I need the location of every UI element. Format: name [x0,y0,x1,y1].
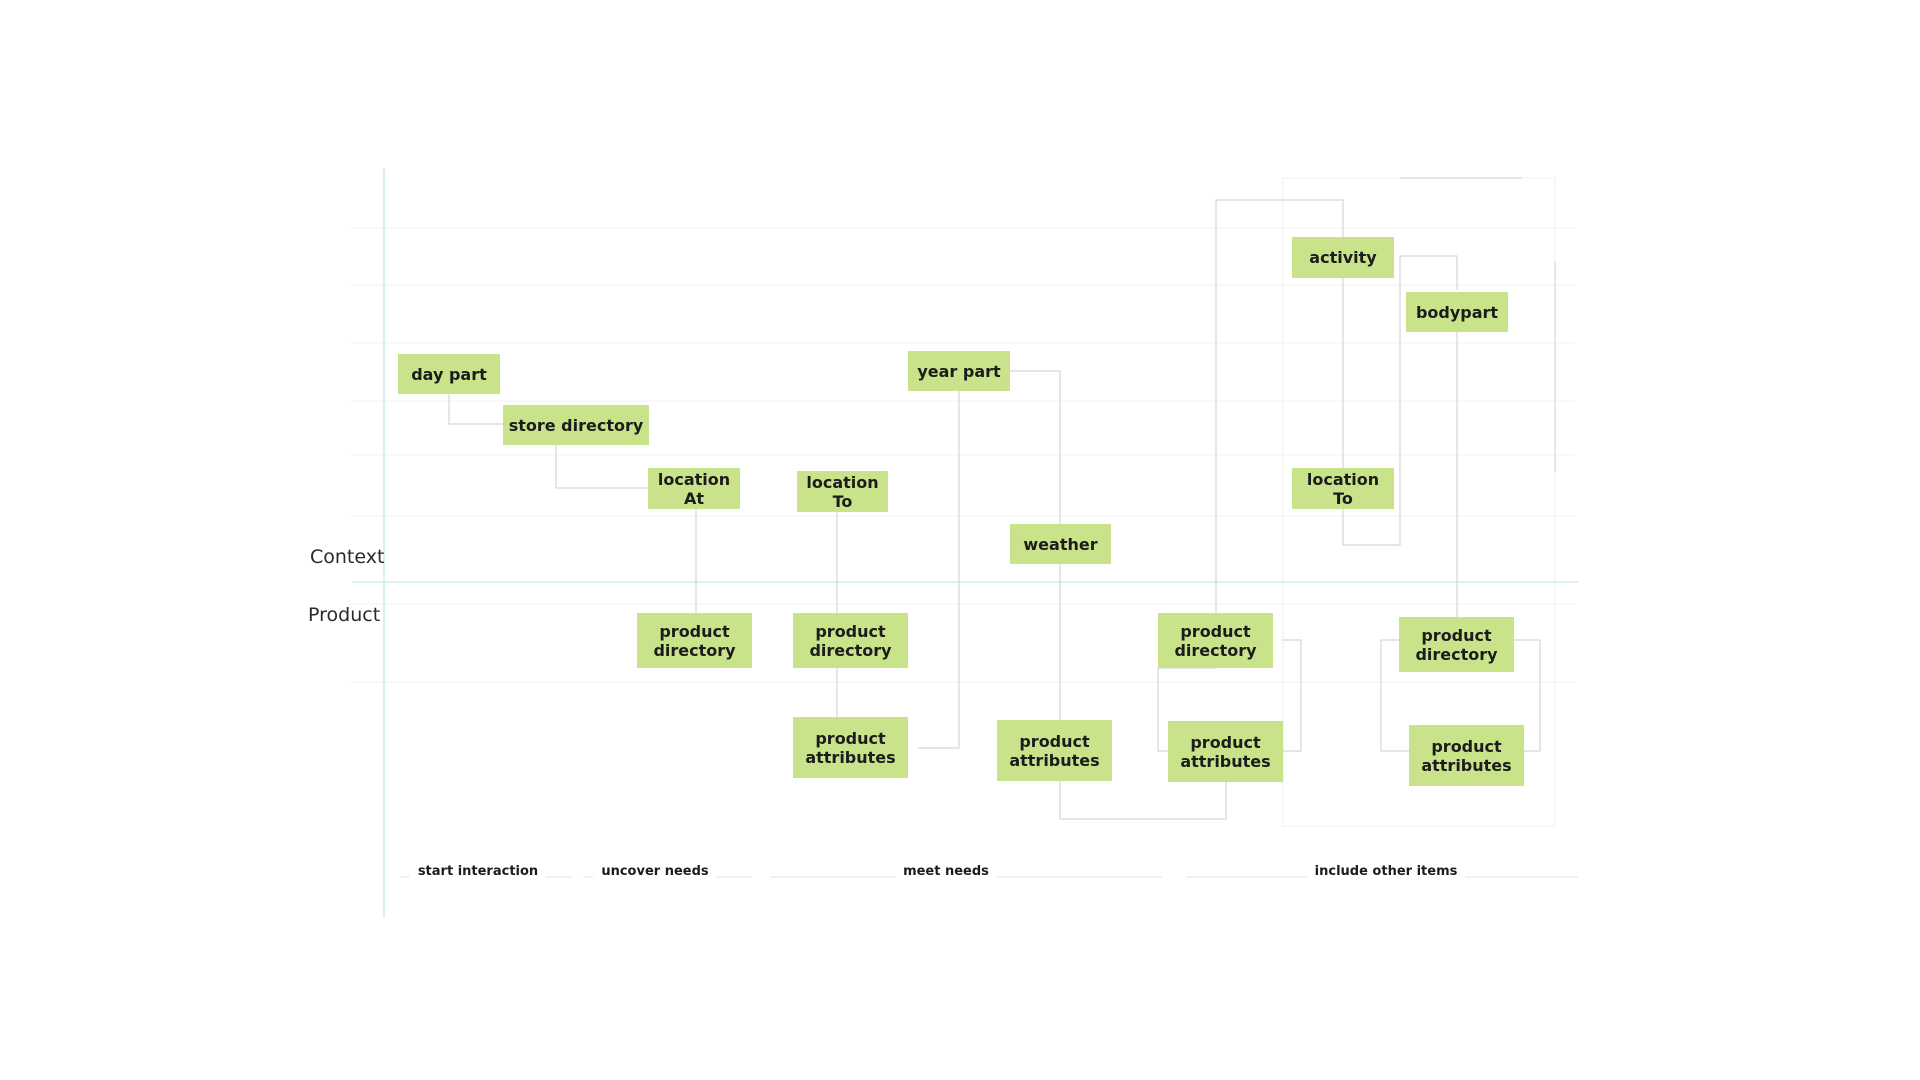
phase-start-interaction: start interaction [409,864,547,879]
node-product-attributes-4[interactable]: product attributes [1409,725,1524,786]
node-weather[interactable]: weather [1010,524,1111,564]
node-location-at[interactable]: location At [648,468,740,509]
node-product-attributes[interactable]: product attributes [793,717,908,778]
phase-include-other-items: include other items [1306,864,1466,879]
connectors [448,199,1541,820]
lane-grid [350,227,1575,683]
phase-uncover-needs: uncover needs [593,864,717,879]
node-day-part[interactable]: day part [398,354,500,394]
node-bodypart[interactable]: bodypart [1406,292,1508,332]
node-product-directory[interactable]: product directory [637,613,752,668]
node-store-directory[interactable]: store directory [503,405,649,445]
node-year-part[interactable]: year part [908,351,1010,391]
node-product-directory-2[interactable]: product directory [793,613,908,668]
context-axis-label: Context [310,546,385,568]
node-location-to[interactable]: location To [797,471,888,512]
node-activity[interactable]: activity [1292,237,1394,278]
node-product-directory-3[interactable]: product directory [1158,613,1273,668]
node-product-attributes-3[interactable]: product attributes [1168,721,1283,782]
node-product-attributes-2[interactable]: product attributes [997,720,1112,781]
product-axis-label: Product [308,604,381,626]
node-product-directory-4[interactable]: product directory [1399,617,1514,672]
phase-meet-needs: meet needs [895,864,997,879]
node-location-to-2[interactable]: location To [1292,468,1394,509]
